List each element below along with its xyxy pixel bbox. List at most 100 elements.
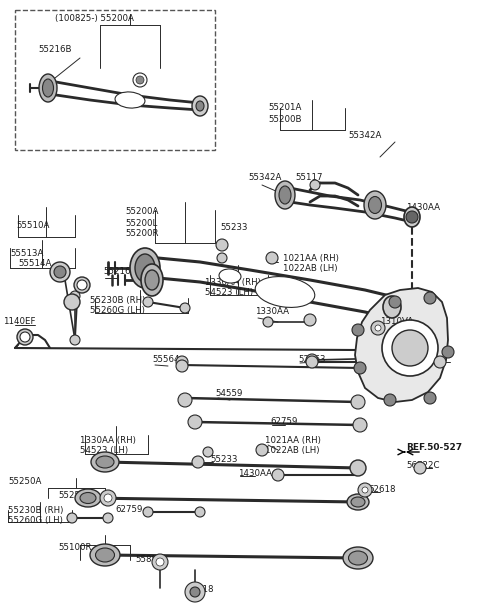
Text: 55562: 55562 [408, 356, 435, 365]
Circle shape [217, 253, 227, 263]
Text: 1021AA (RH): 1021AA (RH) [265, 435, 321, 445]
Text: 55216B: 55216B [38, 46, 72, 54]
Circle shape [104, 494, 112, 502]
Ellipse shape [347, 494, 369, 510]
Text: 55200A: 55200A [125, 208, 158, 217]
Text: 55201A: 55201A [268, 104, 301, 113]
Text: 1430AA: 1430AA [238, 470, 272, 479]
Circle shape [156, 558, 164, 566]
Circle shape [406, 211, 418, 223]
Text: 55250A: 55250A [8, 476, 41, 485]
Ellipse shape [145, 270, 159, 290]
Ellipse shape [115, 92, 145, 108]
Circle shape [176, 360, 188, 372]
Text: 1022AB (LH): 1022AB (LH) [265, 446, 320, 456]
Circle shape [100, 490, 116, 506]
Circle shape [306, 356, 318, 368]
Text: 1330AA (RH): 1330AA (RH) [80, 435, 136, 445]
Text: 55233: 55233 [220, 224, 248, 233]
Text: 55510A: 55510A [16, 220, 49, 230]
Ellipse shape [141, 264, 163, 296]
Text: 1021AA (RH): 1021AA (RH) [283, 253, 339, 262]
Ellipse shape [43, 79, 53, 97]
Circle shape [176, 356, 188, 368]
Circle shape [414, 462, 426, 474]
Text: 55200B: 55200B [268, 114, 301, 124]
Text: 56722C: 56722C [406, 462, 440, 471]
Text: 55200L: 55200L [125, 219, 157, 228]
Circle shape [434, 356, 446, 368]
Circle shape [306, 354, 318, 366]
Ellipse shape [364, 191, 386, 219]
Text: 55230B (RH): 55230B (RH) [90, 295, 145, 304]
Circle shape [371, 321, 385, 335]
Circle shape [392, 330, 428, 366]
Text: 55233: 55233 [210, 456, 238, 465]
Text: 55514A: 55514A [18, 259, 51, 269]
Text: (100825-) 55200A: (100825-) 55200A [55, 13, 134, 23]
Text: 55230B (RH): 55230B (RH) [8, 505, 63, 515]
Circle shape [351, 395, 365, 409]
Ellipse shape [279, 186, 291, 204]
Text: 55200R: 55200R [125, 230, 158, 239]
Circle shape [358, 483, 372, 497]
Text: 62618: 62618 [186, 585, 214, 594]
Circle shape [195, 507, 205, 517]
Ellipse shape [96, 548, 115, 562]
Ellipse shape [90, 544, 120, 566]
Text: 55117: 55117 [295, 174, 323, 183]
Text: 1330AA: 1330AA [255, 308, 289, 317]
Text: 55100R: 55100R [58, 543, 92, 552]
Circle shape [103, 513, 113, 523]
Circle shape [20, 332, 30, 342]
Text: 55888: 55888 [135, 555, 163, 565]
Text: 55260G (LH): 55260G (LH) [8, 516, 63, 526]
Circle shape [188, 415, 202, 429]
Text: 54523 (LH): 54523 (LH) [80, 446, 128, 456]
Circle shape [54, 266, 66, 278]
Ellipse shape [404, 207, 420, 227]
Ellipse shape [96, 456, 114, 468]
Circle shape [17, 329, 33, 345]
Circle shape [64, 294, 80, 310]
Ellipse shape [196, 101, 204, 111]
Ellipse shape [135, 254, 155, 282]
Ellipse shape [348, 551, 368, 565]
Circle shape [354, 362, 366, 374]
Circle shape [216, 239, 228, 251]
Text: 52763: 52763 [298, 356, 325, 365]
Circle shape [203, 447, 213, 457]
Circle shape [350, 460, 366, 476]
Circle shape [192, 456, 204, 468]
Ellipse shape [75, 489, 101, 507]
Text: 55342A: 55342A [348, 130, 382, 139]
Circle shape [143, 507, 153, 517]
Circle shape [180, 303, 190, 313]
Ellipse shape [351, 497, 365, 507]
Ellipse shape [91, 452, 119, 472]
Ellipse shape [130, 248, 160, 288]
Circle shape [389, 296, 401, 308]
Circle shape [143, 297, 153, 307]
Text: 54523 (LH): 54523 (LH) [205, 289, 253, 298]
Text: 55216B: 55216B [103, 267, 136, 275]
Circle shape [266, 252, 278, 264]
Circle shape [352, 324, 364, 336]
Circle shape [304, 314, 316, 326]
Circle shape [424, 292, 436, 304]
Ellipse shape [219, 269, 241, 283]
Text: 62618: 62618 [368, 485, 396, 495]
Text: 1330AA (RH): 1330AA (RH) [205, 278, 261, 286]
Circle shape [185, 582, 205, 602]
Text: 1022AB (LH): 1022AB (LH) [283, 264, 337, 273]
Text: 1430AA: 1430AA [406, 203, 440, 213]
Text: REF.50-527: REF.50-527 [406, 443, 462, 452]
Text: 55260G (LH): 55260G (LH) [90, 306, 145, 315]
Polygon shape [355, 288, 448, 402]
Circle shape [375, 325, 381, 331]
Text: 62759: 62759 [115, 505, 143, 515]
Circle shape [70, 335, 80, 345]
Ellipse shape [80, 493, 96, 504]
Circle shape [178, 393, 192, 407]
Circle shape [136, 76, 144, 84]
